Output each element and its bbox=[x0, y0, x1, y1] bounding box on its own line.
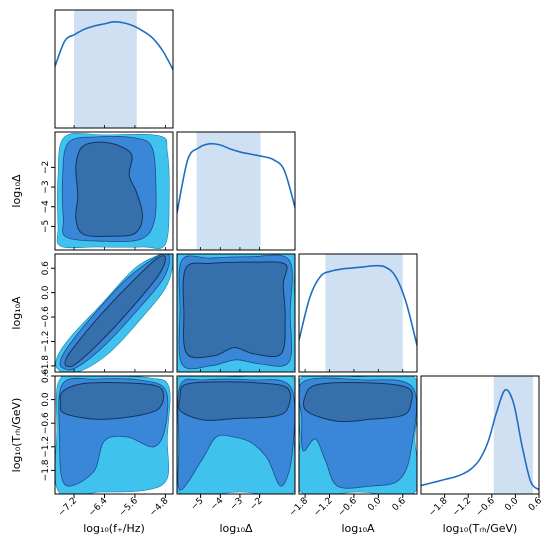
y-tick-label: 0.6 bbox=[41, 261, 51, 276]
x-tick-label: −5.6 bbox=[118, 496, 141, 519]
x-tick-label: −4 bbox=[209, 496, 226, 513]
x-tick-label: −4.8 bbox=[148, 496, 171, 519]
x-tick-label: 0.6 bbox=[391, 496, 408, 513]
panel-frame bbox=[54, 253, 174, 373]
y-axis-label-A: log₁₀A bbox=[10, 296, 23, 330]
contour-inner bbox=[75, 141, 144, 237]
contour-group bbox=[177, 376, 295, 494]
y-tick-label: −1.2 bbox=[41, 331, 51, 353]
y-tick-label: −3 bbox=[41, 180, 51, 193]
y-tick-label: 0.0 bbox=[41, 392, 51, 407]
x-axis-label-A: log₁₀A bbox=[341, 522, 375, 535]
x-tick-label: −0.6 bbox=[474, 496, 497, 519]
x-tick-label: −5 bbox=[189, 496, 205, 512]
x-tick-label: −3 bbox=[229, 496, 245, 512]
pdf-curve-A bbox=[299, 264, 417, 346]
credible-band-delta bbox=[196, 132, 261, 250]
contour-panel-fstar-Trh bbox=[54, 375, 174, 495]
contour-panel-A-Trh bbox=[298, 375, 418, 495]
contour-panel-fstar-delta bbox=[54, 131, 174, 251]
credible-band-A bbox=[325, 254, 403, 372]
contour-group bbox=[55, 254, 173, 372]
marginal-delta bbox=[176, 131, 296, 251]
credible-band-Trh bbox=[493, 376, 534, 494]
marginal-A bbox=[298, 253, 418, 373]
panel-frame bbox=[54, 9, 174, 129]
contour-panel-delta-Trh bbox=[176, 375, 296, 495]
y-tick-label: −5 bbox=[41, 220, 51, 233]
y-tick-label: −0.6 bbox=[41, 306, 51, 328]
y-tick-label: −0.6 bbox=[41, 412, 51, 434]
contour-inner bbox=[64, 255, 166, 368]
panel-frame bbox=[176, 253, 296, 373]
panel-frame bbox=[298, 253, 418, 373]
x-tick-label: −1.8 bbox=[427, 496, 450, 519]
x-tick-label: −1.2 bbox=[312, 496, 335, 519]
contour-panel-fstar-A bbox=[54, 253, 174, 373]
contour-inner bbox=[178, 381, 291, 421]
x-tick-label: −0.6 bbox=[337, 496, 360, 519]
y-tick-label: −4 bbox=[41, 200, 51, 214]
x-axis-label-Trh: log₁₀(Tᵣₕ/GeV) bbox=[443, 522, 518, 535]
pdf-curve-fstar bbox=[55, 20, 173, 70]
y-tick-label: −2 bbox=[41, 161, 51, 174]
x-tick-label: −6.4 bbox=[87, 496, 110, 519]
x-tick-label: 0.0 bbox=[503, 496, 520, 513]
contour-group bbox=[55, 376, 171, 494]
panel-frame bbox=[298, 375, 418, 495]
pdf-curve-delta bbox=[177, 142, 295, 213]
panel-frame bbox=[54, 131, 174, 251]
x-tick-label: −2 bbox=[248, 496, 264, 512]
panel-frame bbox=[54, 375, 174, 495]
y-axis-label-Trh: log₁₀(Tᵣₕ/GeV) bbox=[10, 398, 23, 473]
y-tick-label: −1.2 bbox=[41, 436, 51, 458]
panel-frame bbox=[420, 375, 540, 495]
y-tick-label: −1.8 bbox=[41, 459, 51, 481]
x-axis-label-fstar: log₁₀(f₊/Hz) bbox=[83, 522, 145, 535]
contour-inner bbox=[182, 261, 288, 359]
y-axis-label-delta: log₁₀Δ bbox=[10, 174, 23, 208]
x-tick-label: −7.2 bbox=[57, 496, 80, 519]
contour-group bbox=[299, 376, 417, 494]
y-tick-label: −1.8 bbox=[41, 355, 51, 377]
x-tick-label: −1.8 bbox=[288, 496, 311, 519]
credible-band-fstar bbox=[74, 10, 137, 128]
contour-inner bbox=[59, 382, 165, 420]
marginal-Trh bbox=[420, 375, 540, 495]
pdf-curve-Trh bbox=[421, 388, 539, 491]
y-tick-label: 0.0 bbox=[41, 285, 51, 300]
contour-inner bbox=[302, 381, 413, 423]
contour-panel-delta-A bbox=[176, 253, 296, 373]
panel-frame bbox=[176, 131, 296, 251]
x-tick-label: 0.6 bbox=[527, 496, 544, 513]
panel-frame bbox=[176, 375, 296, 495]
contour-group bbox=[56, 132, 170, 249]
x-tick-label: 0.0 bbox=[366, 496, 383, 513]
contour-group bbox=[177, 254, 295, 372]
x-axis-label-delta: log₁₀Δ bbox=[219, 522, 253, 535]
y-tick-label: 0.6 bbox=[41, 369, 51, 384]
x-tick-label: −1.2 bbox=[451, 496, 474, 519]
marginal-fstar bbox=[54, 9, 174, 129]
